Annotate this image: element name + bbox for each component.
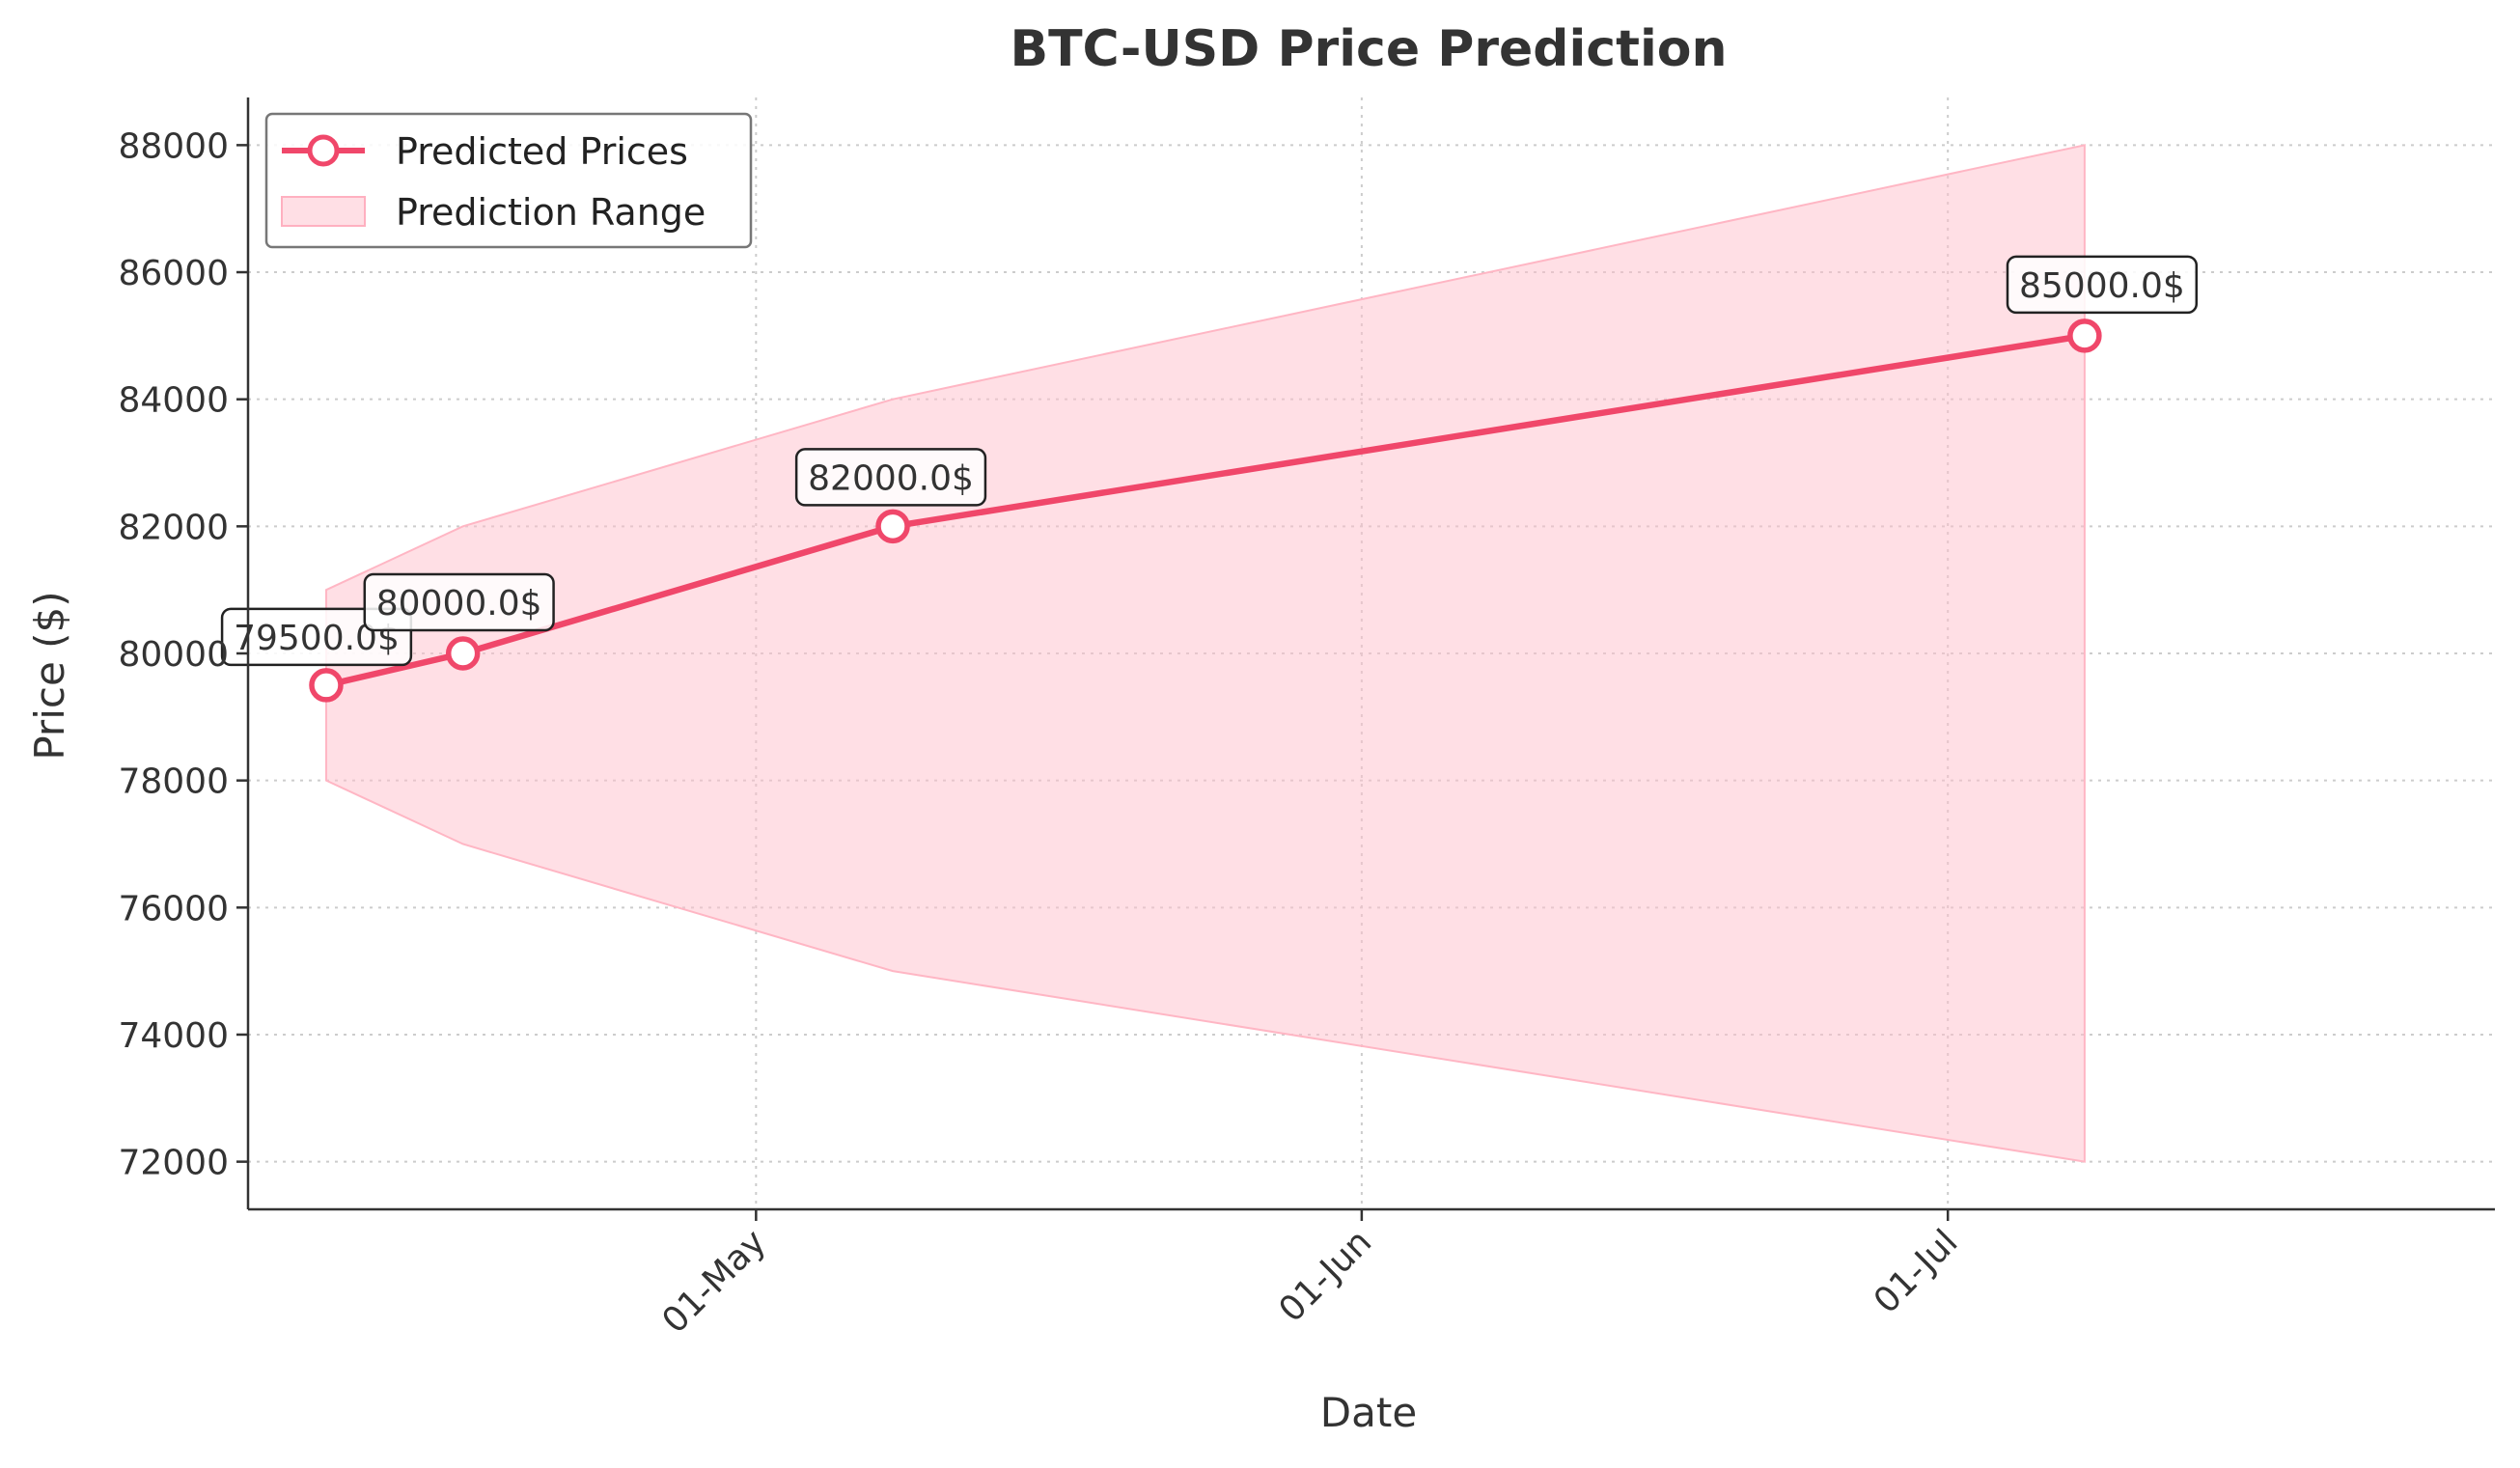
data-label-box (794, 448, 987, 507)
data-label-text: 82000.0$ (808, 458, 974, 498)
y-tick-label: 78000 (118, 762, 229, 802)
legend-label-predicted-prices: Predicted Prices (396, 130, 688, 173)
y-tick-label: 80000 (118, 635, 229, 675)
y-axis-ticks: 72000 74000 76000 78000 80000 82000 84000 86000… (118, 126, 248, 1183)
x-axis-label: Date (1320, 1389, 1417, 1436)
data-point (309, 668, 344, 703)
data-point (2067, 319, 2102, 353)
data-point (875, 509, 910, 544)
legend-frame (264, 112, 753, 249)
y-tick-label: 88000 (118, 126, 229, 166)
y-tick-label: 84000 (118, 381, 229, 421)
data-point (445, 636, 481, 671)
predicted-prices-line-layer (322, 332, 2089, 689)
y-tick-label: 86000 (118, 254, 229, 293)
legend-band-swatch (281, 196, 366, 227)
predicted-prices-line (322, 332, 2089, 689)
y-tick-label: 76000 (118, 889, 229, 928)
chart-title: BTC-USD Price Prediction (1010, 20, 1727, 78)
legend-marker-swatch (307, 134, 340, 167)
y-tick-label: 82000 (118, 508, 229, 547)
data-label: 85000.0$ (2006, 255, 2199, 315)
data-label: 80000.0$ (363, 572, 555, 632)
y-tick-label: 72000 (118, 1144, 229, 1183)
predicted-prices-points (309, 319, 2102, 703)
legend: Predicted Prices Prediction Range (264, 112, 753, 249)
y-tick-label: 74000 (118, 1016, 229, 1056)
data-label-text: 80000.0$ (376, 584, 542, 623)
prediction-range-band-layer (324, 144, 2086, 1163)
data-label-text: 85000.0$ (2019, 266, 2185, 306)
legend-label-prediction-range: Prediction Range (396, 191, 706, 234)
data-label-box (2006, 255, 2199, 315)
y-axis-label: Price ($) (26, 591, 73, 760)
prediction-range-band (324, 144, 2086, 1163)
data-label: 82000.0$ (794, 448, 987, 507)
data-label-box (363, 572, 555, 632)
point-annotations: 79500.0$80000.0$82000.0$85000.0$ (220, 255, 2199, 667)
